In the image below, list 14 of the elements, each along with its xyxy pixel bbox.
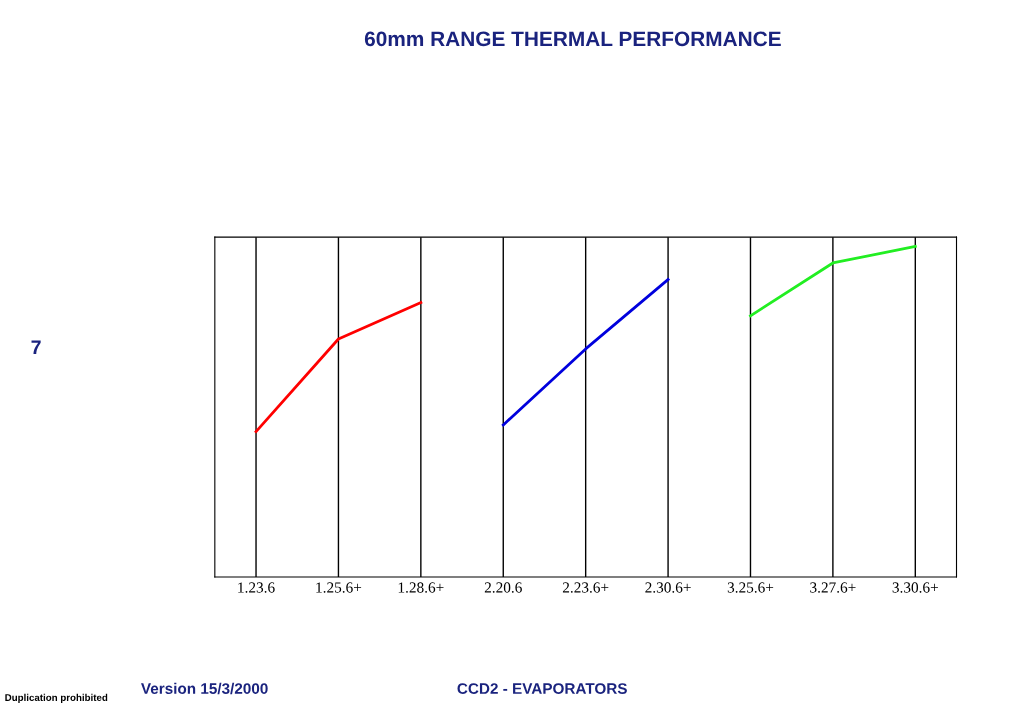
text: Duplication prohibited	[5, 693, 108, 703]
x-tick-label: 2.23.6+	[562, 582, 609, 593]
x-tick-label: 3.25.6+	[727, 582, 774, 593]
x-tick-label: 1.23.6	[238, 582, 275, 593]
text: 7	[31, 340, 41, 354]
x-tick-label: 3.30.6+	[892, 582, 938, 593]
x-tick-label: 2.20.6	[484, 582, 522, 593]
x-tick-label: 1.25.6+	[316, 582, 362, 593]
text: CCD2 - EVAPORATORS	[457, 683, 627, 694]
x-tick-label: 1.28.6+	[398, 582, 444, 593]
x-tick-label: 3.27.6+	[810, 582, 856, 593]
chart-title: 60mm RANGE THERMAL PERFORMANCE	[364, 31, 781, 47]
x-tick-label: 2.30.6+	[645, 582, 691, 593]
text: Version 15/3/2000	[141, 682, 268, 695]
